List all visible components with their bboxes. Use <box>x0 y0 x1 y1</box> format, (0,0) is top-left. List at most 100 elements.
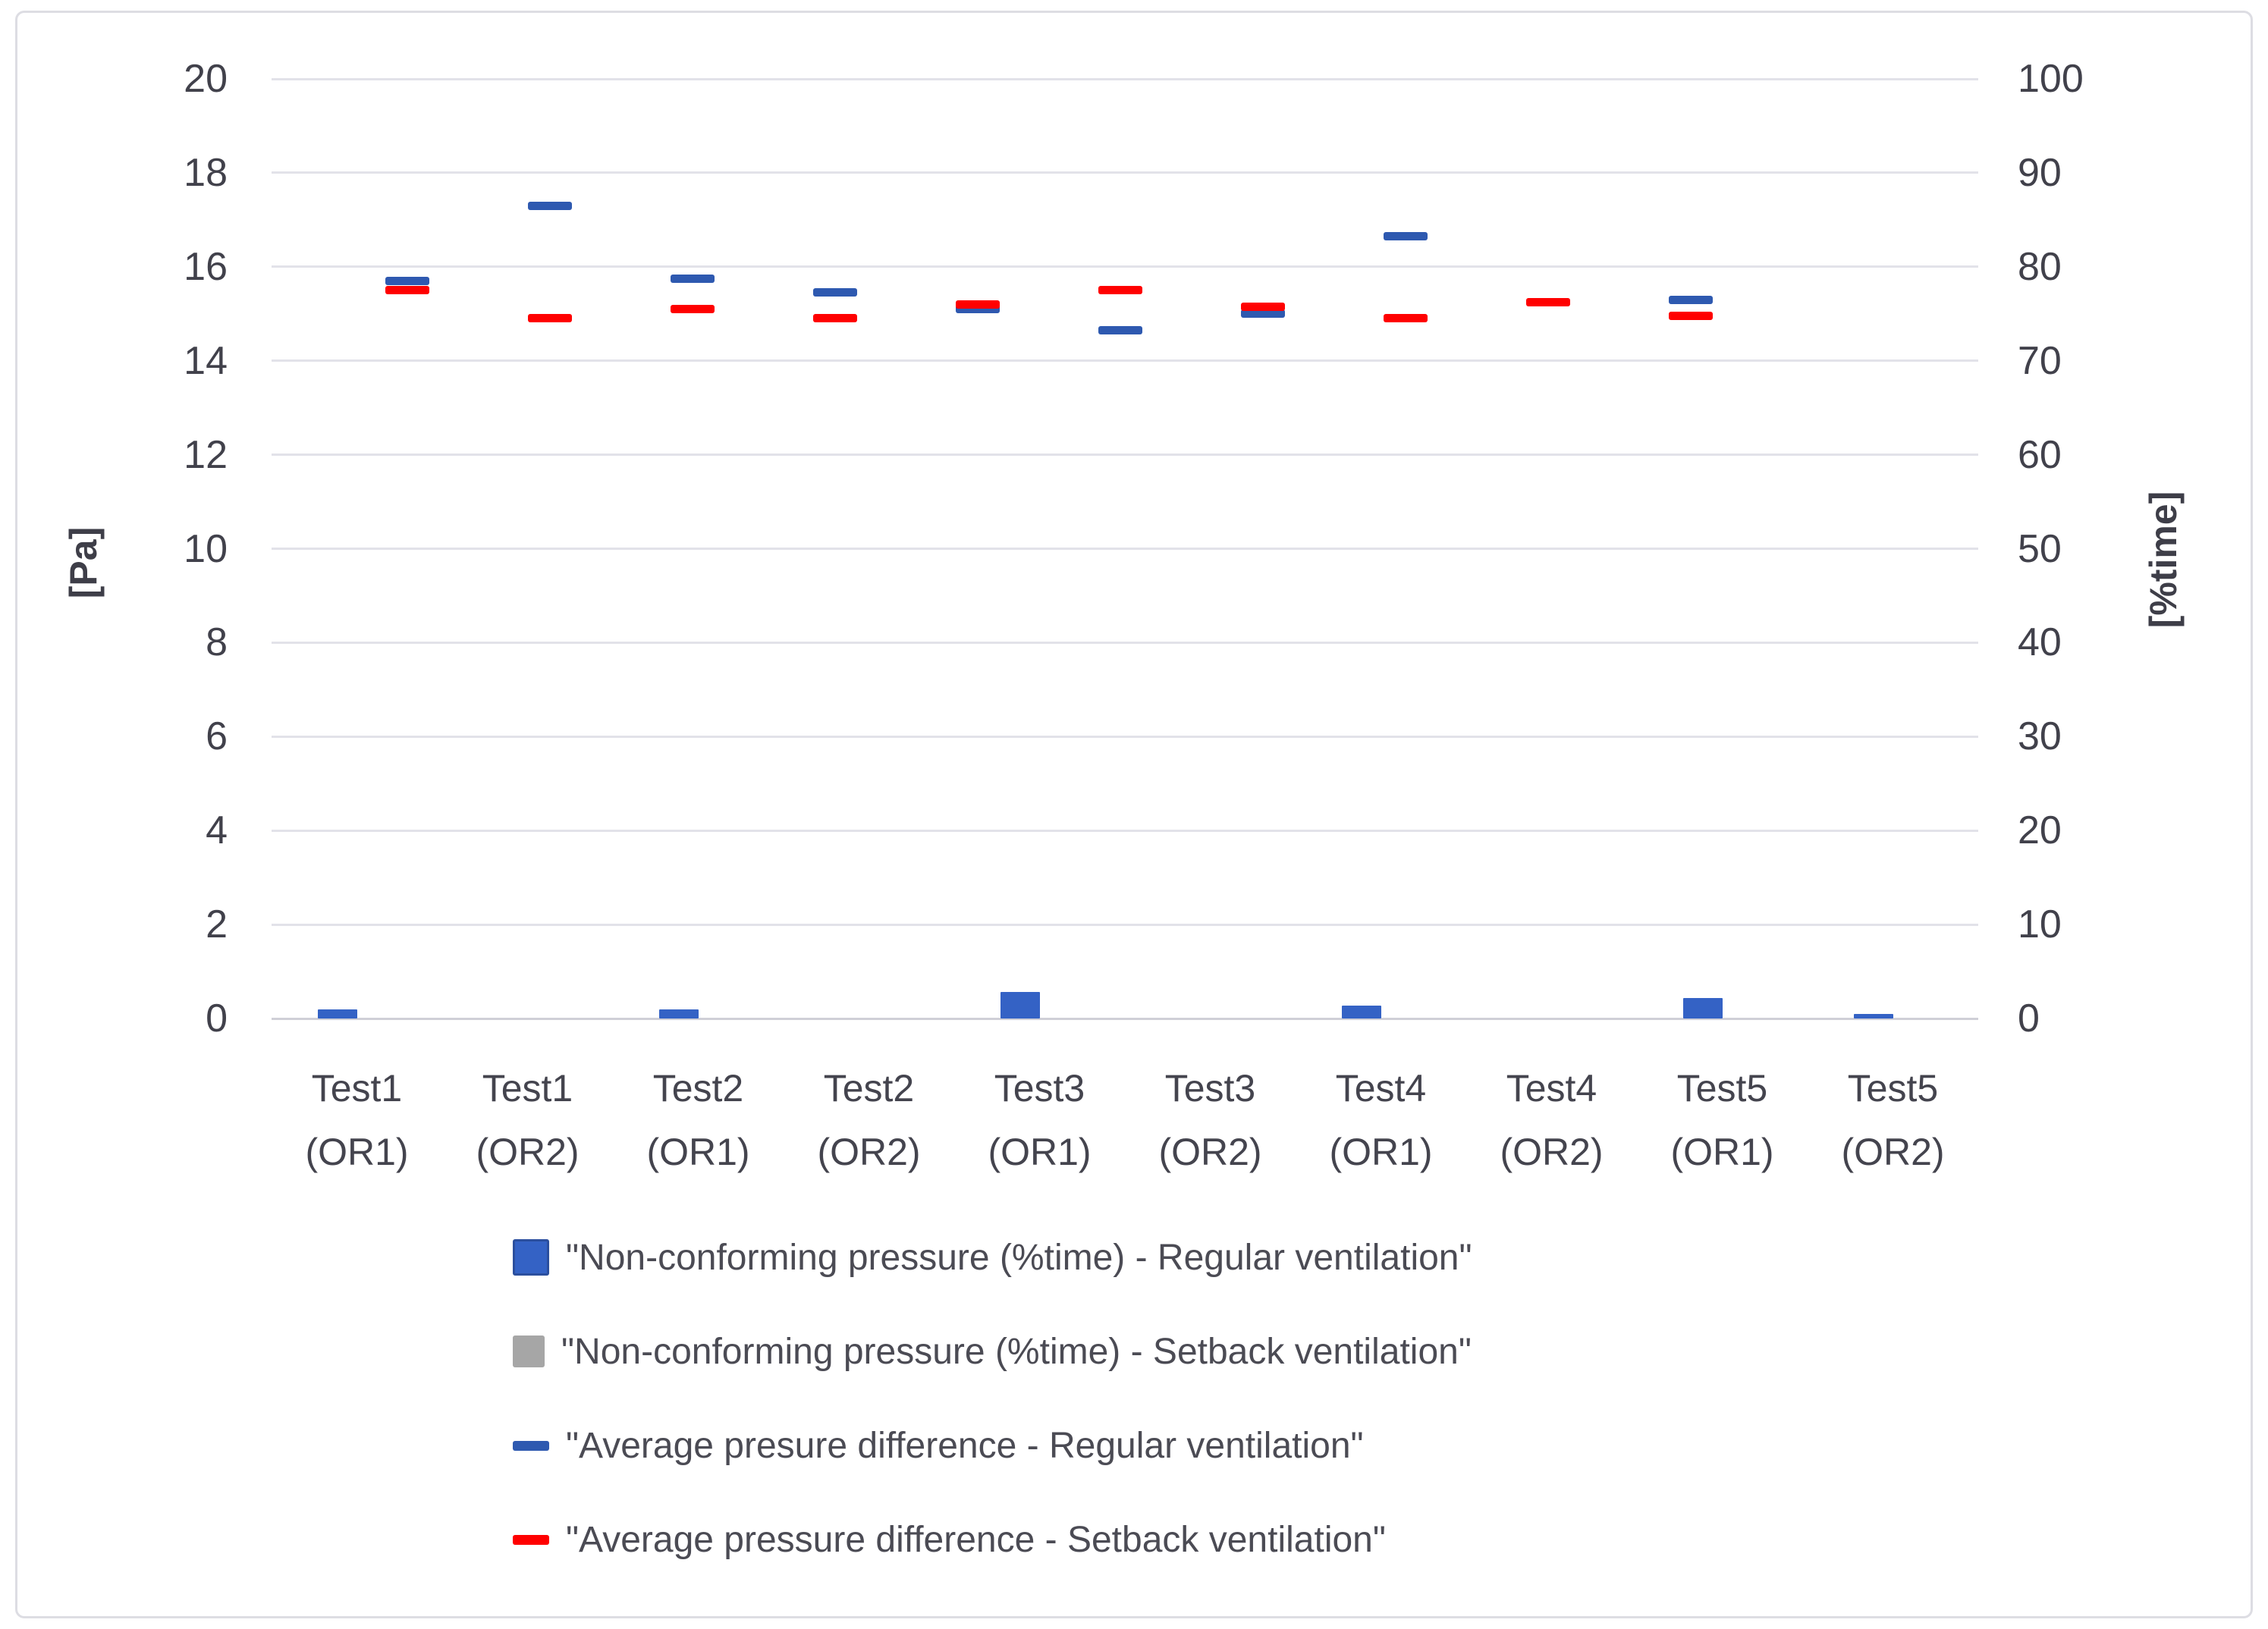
gridline <box>272 359 1978 363</box>
y-tick-label-left: 2 <box>206 902 228 947</box>
x-category-label: Test5 (OR2) <box>1795 1056 1992 1184</box>
x-category-label-line: (OR1) <box>1329 1131 1433 1173</box>
y-tick-label-left: 18 <box>184 150 228 195</box>
x-category-label-line: Test5 <box>1676 1067 1768 1110</box>
dash-marker-regular-ventilation <box>956 305 1000 314</box>
legend-row: "Average presure difference - Regular ve… <box>513 1411 1364 1480</box>
legend-dash-icon <box>513 1440 549 1451</box>
legend-label: "Non-conforming pressure (%time) - Setba… <box>561 1331 1472 1372</box>
dash-marker-setback-ventilation <box>956 300 1000 309</box>
x-category-label-line: (OR1) <box>988 1131 1092 1173</box>
gridline <box>272 829 1978 832</box>
dash-marker-setback-ventilation <box>1098 286 1142 295</box>
legend-row: "Non-conforming pressure (%time) - Setba… <box>513 1317 1472 1386</box>
x-category-label: Test4 (OR2) <box>1453 1056 1651 1184</box>
dash-marker-setback-ventilation <box>1669 312 1713 321</box>
dash-marker-setback-ventilation <box>1526 297 1570 306</box>
gridline <box>272 1017 1978 1020</box>
dash-marker-setback-ventilation <box>1241 302 1285 311</box>
dash-marker-regular-ventilation <box>385 276 429 285</box>
y-tick-label-left: 6 <box>206 714 228 759</box>
gridline <box>272 265 1978 268</box>
x-category-label-line: Test3 <box>1164 1067 1256 1110</box>
legend-label: "Non-conforming pressure (%time) - Regul… <box>566 1237 1472 1278</box>
bar-regular-ventilation <box>1341 1005 1381 1019</box>
dash-marker-regular-ventilation <box>528 201 572 210</box>
y-tick-label-right: 90 <box>2018 150 2062 195</box>
y-tick-label-left: 16 <box>184 244 228 289</box>
dash-marker-regular-ventilation <box>1669 295 1713 304</box>
x-category-label: Test2 (OR1) <box>600 1056 797 1184</box>
x-category-label-line: Test5 <box>1847 1067 1939 1110</box>
y-tick-label-right: 60 <box>2018 432 2062 477</box>
bar-regular-ventilation <box>1682 997 1723 1019</box>
x-category-label-line: (OR1) <box>646 1131 750 1173</box>
x-category-label-line: (OR1) <box>1670 1131 1774 1173</box>
x-category-label: Test1 (OR2) <box>429 1056 627 1184</box>
gridline <box>272 923 1978 926</box>
legend-square-icon <box>513 1336 545 1367</box>
x-category-label-line: Test3 <box>994 1067 1085 1110</box>
bar-regular-ventilation <box>1853 1013 1893 1019</box>
y-tick-label-left: 14 <box>184 338 228 383</box>
y-tick-label-left: 8 <box>206 620 228 665</box>
x-category-label: Test2 (OR2) <box>771 1056 968 1184</box>
legend-row: "Average pressure difference - Setback v… <box>513 1505 1386 1574</box>
plot-area <box>272 77 1978 1020</box>
y-tick-label-right: 100 <box>2018 57 2084 101</box>
dash-marker-setback-ventilation <box>1384 314 1428 323</box>
legend-square-icon <box>513 1239 549 1276</box>
y-tick-label-right: 80 <box>2018 244 2062 289</box>
dash-marker-setback-ventilation <box>385 286 429 295</box>
gridline <box>272 454 1978 457</box>
y-tick-label-left: 4 <box>206 808 228 853</box>
x-category-label-line: Test1 <box>482 1067 573 1110</box>
gridline <box>272 548 1978 550</box>
x-category-label-line: Test1 <box>311 1067 403 1110</box>
dash-marker-regular-ventilation <box>671 274 715 283</box>
x-category-label-line: (OR2) <box>1158 1131 1262 1173</box>
bar-regular-ventilation <box>658 1009 699 1019</box>
y-tick-label-left: 12 <box>184 432 228 477</box>
x-category-label-line: (OR2) <box>817 1131 921 1173</box>
x-category-label: Test3 (OR1) <box>941 1056 1139 1184</box>
x-category-label-line: (OR2) <box>476 1131 580 1173</box>
gridline <box>272 735 1978 738</box>
legend-label: "Average presure difference - Regular ve… <box>566 1425 1364 1466</box>
x-category-label-line: Test4 <box>1506 1067 1597 1110</box>
legend-label: "Average pressure difference - Setback v… <box>566 1519 1386 1560</box>
legend-row: "Non-conforming pressure (%time) - Regul… <box>513 1223 1472 1292</box>
dash-marker-setback-ventilation <box>671 305 715 314</box>
dash-marker-setback-ventilation <box>528 314 572 323</box>
gridline <box>272 641 1978 644</box>
dash-marker-regular-ventilation <box>1384 232 1428 241</box>
y-tick-label-right: 0 <box>2018 997 2040 1040</box>
y-tick-label-right: 20 <box>2018 808 2062 853</box>
bar-regular-ventilation <box>1000 992 1040 1019</box>
y-tick-label-right: 50 <box>2018 526 2062 571</box>
x-category-label-line: (OR1) <box>305 1131 409 1173</box>
x-category-label-line: Test2 <box>652 1067 744 1110</box>
x-category-label: Test1 (OR1) <box>259 1056 456 1184</box>
x-category-label-line: (OR2) <box>1841 1131 1945 1173</box>
dash-marker-setback-ventilation <box>813 314 857 323</box>
x-category-label: Test4 (OR1) <box>1283 1056 1480 1184</box>
bar-regular-ventilation <box>317 1009 357 1019</box>
y-tick-label-left: 0 <box>206 997 228 1040</box>
y-tick-label-left: 10 <box>184 526 228 571</box>
dash-marker-regular-ventilation <box>1098 325 1142 334</box>
gridline <box>272 77 1978 80</box>
dash-marker-regular-ventilation <box>1241 309 1285 319</box>
y-tick-label-left: 20 <box>184 57 228 101</box>
legend-dash-icon <box>513 1534 549 1545</box>
x-category-label-line: Test2 <box>823 1067 915 1110</box>
y-tick-label-right: 10 <box>2018 902 2062 947</box>
x-category-label: Test5 (OR1) <box>1624 1056 1821 1184</box>
y-tick-label-right: 40 <box>2018 620 2062 665</box>
dash-marker-regular-ventilation <box>813 288 857 297</box>
gridline <box>272 171 1978 174</box>
x-category-label-line: Test4 <box>1335 1067 1427 1110</box>
x-category-label-line: (OR2) <box>1500 1131 1604 1173</box>
x-category-label: Test3 (OR2) <box>1112 1056 1309 1184</box>
